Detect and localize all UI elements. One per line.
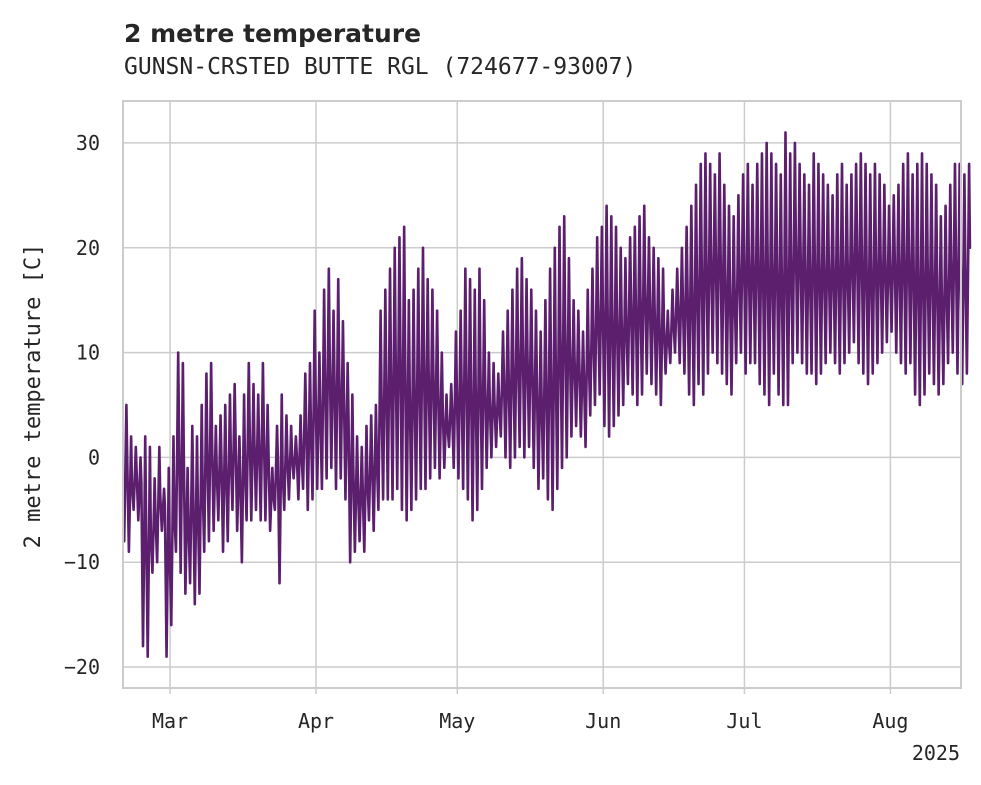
x-tick-label: Mar	[152, 709, 188, 733]
x-tick-label: Apr	[298, 709, 334, 733]
y-tick-label: 0	[88, 445, 100, 469]
temperature-series-line	[122, 131, 972, 658]
y-tick-label: 10	[76, 341, 100, 365]
y-tick-labels: −20 −10 0 10 20 30	[64, 131, 100, 679]
x-tick-label: May	[439, 709, 475, 733]
y-tick-label: 20	[76, 236, 100, 260]
plot-frame	[122, 100, 962, 689]
series-group	[122, 131, 972, 658]
x-tick-label: Jun	[585, 709, 621, 733]
x-tick-labels: Mar Apr May Jun Jul Aug	[152, 709, 908, 733]
chart-title: 2 metre temperature	[124, 19, 421, 48]
y-axis-label: 2 metre temperature [C]	[21, 244, 46, 549]
y-tick-label: −20	[64, 655, 100, 679]
y-tick-label: −10	[64, 550, 100, 574]
x-offset-label: 2025	[912, 741, 960, 765]
x-tick-label: Jul	[726, 709, 762, 733]
x-tick-label: Aug	[872, 709, 908, 733]
chart-subtitle: GUNSN-CRSTED BUTTE RGL (724677-93007)	[124, 54, 636, 80]
y-tick-label: 30	[76, 131, 100, 155]
